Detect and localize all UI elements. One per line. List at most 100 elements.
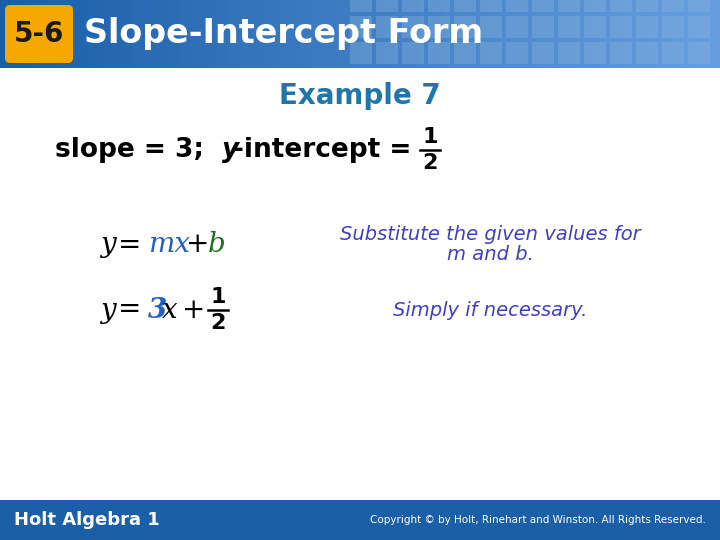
Bar — [662, 42, 684, 64]
Bar — [610, 0, 632, 12]
Bar — [384, 0, 397, 68]
Bar — [402, 42, 424, 64]
Bar — [276, 0, 289, 68]
Text: Simply if necessary.: Simply if necessary. — [393, 300, 588, 320]
Bar — [688, 42, 710, 64]
Bar — [312, 0, 325, 68]
Bar — [528, 0, 541, 68]
Bar — [420, 0, 433, 68]
Bar — [350, 16, 372, 38]
Bar — [72, 0, 85, 68]
Bar — [144, 0, 157, 68]
Bar — [672, 0, 685, 68]
Bar — [558, 42, 580, 64]
Text: x: x — [162, 296, 178, 323]
Bar — [552, 0, 565, 68]
Bar — [376, 0, 398, 12]
Bar — [454, 16, 476, 38]
Bar — [300, 0, 313, 68]
Bar — [48, 0, 61, 68]
Text: 1: 1 — [210, 287, 226, 307]
Bar — [408, 0, 421, 68]
FancyBboxPatch shape — [5, 5, 73, 63]
Bar — [600, 0, 613, 68]
Bar — [454, 42, 476, 64]
Bar — [456, 0, 469, 68]
Bar — [636, 16, 658, 38]
Bar — [428, 42, 450, 64]
Bar — [588, 0, 601, 68]
Bar — [204, 0, 217, 68]
Text: +: + — [182, 296, 205, 323]
Text: y: y — [222, 137, 239, 163]
Bar — [376, 16, 398, 38]
Bar — [688, 16, 710, 38]
Bar — [696, 0, 709, 68]
Text: m and b.: m and b. — [446, 246, 534, 265]
Bar — [558, 16, 580, 38]
Bar — [468, 0, 481, 68]
Bar — [264, 0, 277, 68]
Text: +: + — [186, 232, 210, 259]
Bar — [584, 42, 606, 64]
Bar — [480, 42, 502, 64]
Bar — [428, 0, 450, 12]
Bar — [684, 0, 697, 68]
Bar — [216, 0, 229, 68]
Text: =: = — [118, 232, 141, 259]
Bar — [240, 0, 253, 68]
Bar — [506, 42, 528, 64]
Text: y: y — [100, 296, 116, 323]
Bar — [180, 0, 193, 68]
Bar — [506, 16, 528, 38]
Bar — [648, 0, 661, 68]
Bar — [96, 0, 109, 68]
Bar — [660, 0, 673, 68]
Bar — [376, 42, 398, 64]
Text: Slope-Intercept Form: Slope-Intercept Form — [84, 17, 483, 51]
Bar — [156, 0, 169, 68]
Bar — [120, 0, 133, 68]
Bar — [584, 16, 606, 38]
Text: Copyright © by Holt, Rinehart and Winston. All Rights Reserved.: Copyright © by Holt, Rinehart and Winsto… — [370, 515, 706, 525]
Text: -intercept =: -intercept = — [233, 137, 420, 163]
Bar — [0, 500, 720, 540]
Bar — [36, 0, 49, 68]
Bar — [610, 16, 632, 38]
Bar — [636, 42, 658, 64]
Bar — [516, 0, 529, 68]
Bar — [84, 0, 97, 68]
Bar — [0, 0, 13, 68]
Bar — [708, 0, 720, 68]
Text: =: = — [118, 296, 141, 323]
Text: Holt Algebra 1: Holt Algebra 1 — [14, 511, 160, 529]
Bar — [402, 16, 424, 38]
Bar — [540, 0, 553, 68]
Bar — [336, 0, 349, 68]
Bar — [688, 0, 710, 12]
Bar — [576, 0, 589, 68]
Bar — [636, 0, 658, 12]
Bar — [350, 0, 372, 12]
Bar — [324, 0, 337, 68]
Bar — [624, 0, 637, 68]
Text: mx: mx — [148, 232, 190, 259]
Bar — [60, 0, 73, 68]
Bar — [350, 42, 372, 64]
Bar — [428, 16, 450, 38]
Bar — [432, 0, 445, 68]
Bar — [506, 0, 528, 12]
Bar — [0, 68, 720, 500]
Text: 1: 1 — [422, 127, 438, 147]
Bar — [454, 0, 476, 12]
Bar — [636, 0, 649, 68]
Bar — [480, 0, 493, 68]
Bar — [360, 0, 373, 68]
Bar — [372, 0, 385, 68]
Bar — [610, 42, 632, 64]
Bar — [396, 0, 409, 68]
Bar — [168, 0, 181, 68]
Bar — [532, 16, 554, 38]
Bar — [228, 0, 241, 68]
Bar — [108, 0, 121, 68]
